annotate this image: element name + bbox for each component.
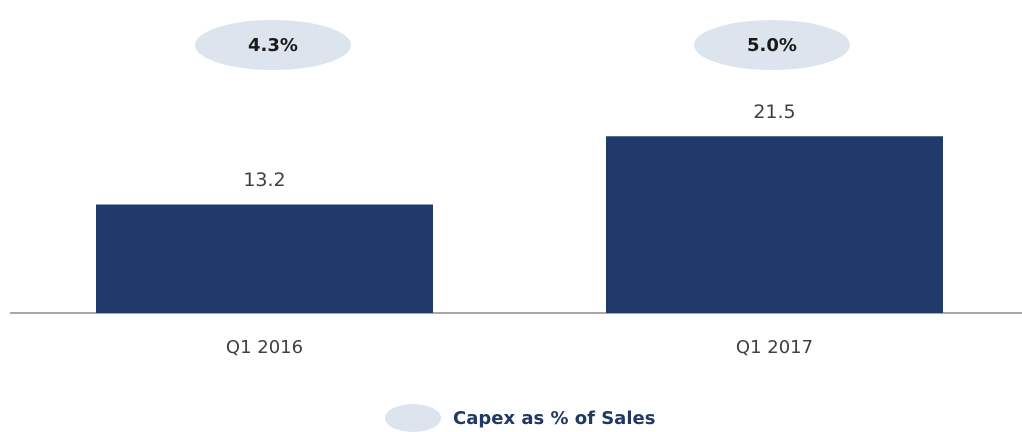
pct-label: 5.0% [747, 35, 797, 56]
pct-bubble [195, 20, 351, 70]
bar [606, 136, 943, 313]
value-label: 21.5 [753, 101, 795, 123]
pct-bubble [694, 20, 850, 70]
x-tick-label: Q1 2016 [226, 337, 303, 358]
legend-swatch [385, 404, 441, 432]
pct-label: 4.3% [248, 35, 298, 56]
legend-label: Capex as % of Sales [453, 408, 655, 429]
x-tick-label: Q1 2017 [736, 337, 813, 358]
bar [96, 204, 433, 313]
value-label: 13.2 [243, 169, 285, 191]
